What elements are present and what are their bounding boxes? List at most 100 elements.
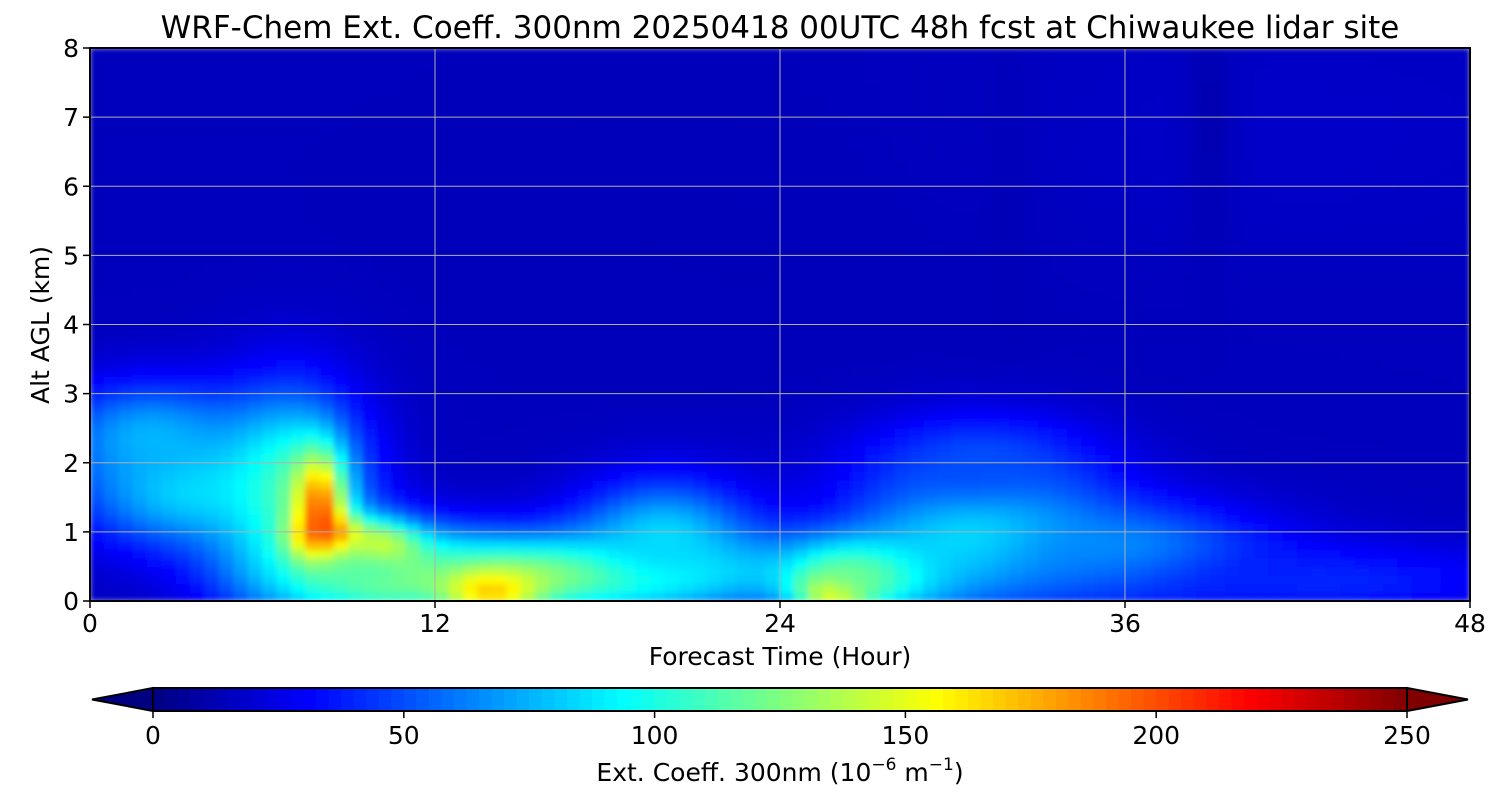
heat-cell [391,306,407,317]
heat-cell [103,375,120,386]
heat-cell [376,315,393,326]
heat-cell [951,297,968,308]
heat-cell [1023,462,1040,472]
heat-cell [908,220,925,231]
heat-cell [721,565,738,576]
heat-cell [980,116,997,127]
heat-cell [750,444,767,455]
heat-cell [1095,142,1112,153]
heat-cell [865,220,882,231]
heat-cell [319,539,335,550]
heat-cell [146,479,163,490]
heat-cell [1110,289,1126,300]
heat-cell [204,444,220,455]
heat-cell [822,73,839,84]
heat-cell [276,565,292,576]
heat-cell [290,56,307,66]
heat-cell [477,453,494,464]
heat-cell [635,548,652,559]
heat-cell [635,151,652,161]
heat-cell [1181,90,1198,101]
heat-cell [477,513,494,524]
heat-cell [477,56,494,66]
heat-cell [434,90,450,101]
heat-cell [1052,591,1069,601]
heat-cell [247,56,264,66]
heat-cell [980,358,997,369]
heat-cell [750,237,767,248]
heat-cell [1138,289,1155,300]
heat-cell [520,393,537,403]
heat-cell [319,565,335,576]
heat-cell [319,315,335,326]
heat-cell [448,107,465,118]
heat-cell [190,263,206,274]
heat-cell [836,522,853,533]
heat-cell [563,539,580,550]
heat-cell [103,349,120,360]
heat-cell [1095,427,1112,438]
heat-cell [1023,548,1040,559]
heat-cell [348,289,364,300]
heat-cell [836,202,853,213]
heat-cell [463,211,479,222]
heat-cell [1066,48,1083,58]
heat-cell [1038,151,1054,161]
heat-cell [966,81,982,92]
heat-cell [491,418,508,429]
heat-cell [592,513,609,524]
heat-cell [1181,48,1198,58]
heat-cell [678,263,695,274]
heat-cell [118,341,134,352]
heat-cell [161,194,177,205]
heat-cell [1066,168,1083,179]
heat-cell [362,548,379,559]
heat-cell [420,151,436,161]
heat-cell [103,151,120,161]
heat-cell [290,522,307,533]
heat-cell [1023,496,1040,507]
heat-cell [966,289,982,300]
heat-cell [175,548,192,559]
heat-cell [434,548,450,559]
heat-cell [477,48,494,58]
heat-cell [319,470,335,481]
heat-cell [1196,272,1212,282]
heat-cell [190,583,206,593]
heat-cell [1081,410,1097,421]
heat-cell [563,73,580,84]
heat-cell [434,289,450,300]
heat-cell [405,496,422,507]
heat-cell [578,263,594,274]
heat-cell [520,513,537,524]
heat-cell [1196,565,1212,576]
heat-cell [319,56,335,66]
heat-cell [865,237,882,248]
heat-cell [204,401,220,412]
heat-cell [90,254,105,265]
heat-cell [650,505,666,516]
heat-cell [736,393,752,403]
heat-cell [333,272,350,282]
heat-cell [204,168,220,179]
heat-cell [721,237,738,248]
heat-cell [1138,306,1155,317]
heat-cell [1138,272,1155,282]
heat-cell [721,539,738,550]
heat-cell [1009,280,1025,291]
heat-cell [765,159,781,170]
heat-cell [247,107,264,118]
heat-cell [750,90,767,101]
heat-cell [836,557,853,568]
heat-cell [621,401,637,412]
heat-cell [146,522,163,533]
heat-cell [880,263,896,274]
heat-cell [103,185,120,196]
heat-cell [937,272,954,282]
heat-cell [880,349,896,360]
heat-cell [405,263,422,274]
heat-cell [793,168,810,179]
heat-cell [233,375,249,386]
heat-cell [535,358,551,369]
heat-cell [491,384,508,395]
